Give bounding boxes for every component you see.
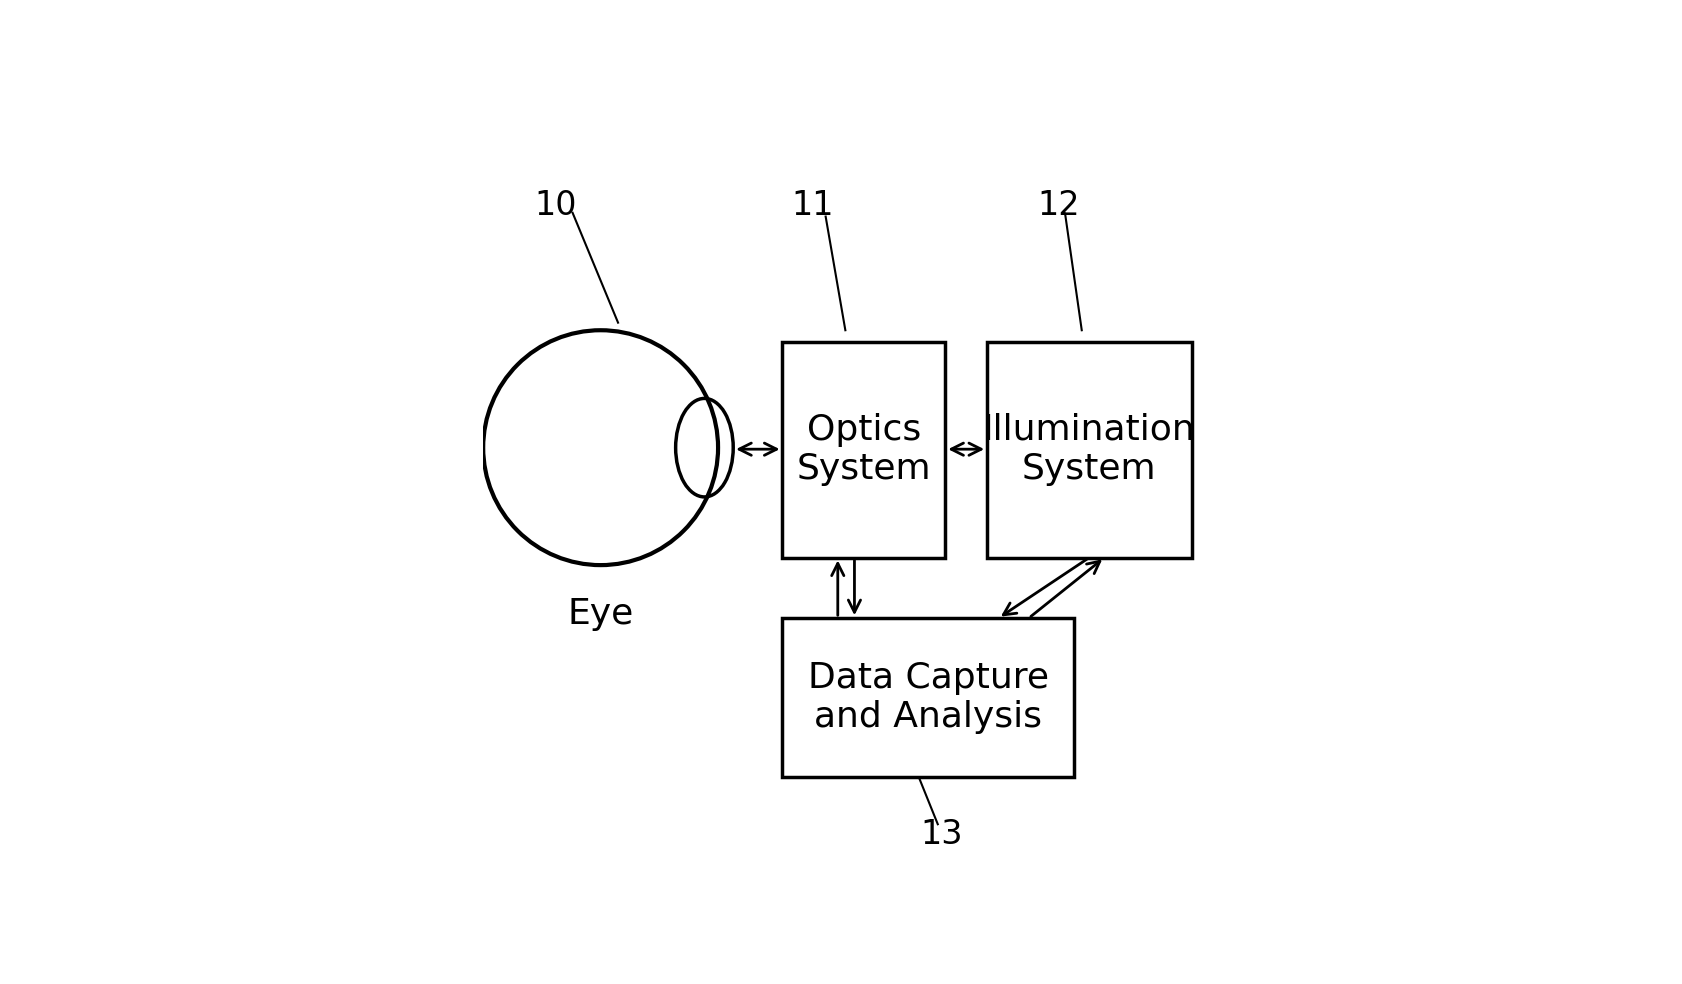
Bar xyxy=(987,341,1191,558)
Bar xyxy=(782,341,945,558)
Text: Illumination
System: Illumination System xyxy=(982,413,1196,486)
Text: Optics
System: Optics System xyxy=(797,413,932,486)
Text: 10: 10 xyxy=(533,189,577,221)
Text: Eye: Eye xyxy=(567,597,634,632)
Text: 11: 11 xyxy=(792,189,834,221)
Text: Data Capture
and Analysis: Data Capture and Analysis xyxy=(807,661,1050,734)
Text: 13: 13 xyxy=(920,818,962,850)
Bar xyxy=(782,618,1075,777)
Text: 12: 12 xyxy=(1038,189,1080,221)
